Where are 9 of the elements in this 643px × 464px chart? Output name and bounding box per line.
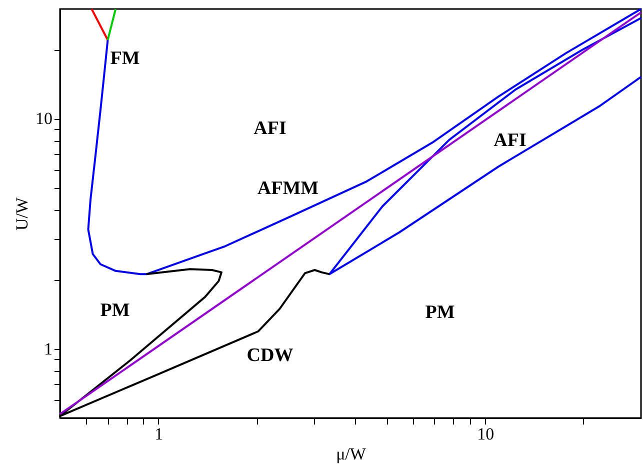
annotation: PM — [425, 302, 455, 323]
annotation: PM — [100, 300, 130, 321]
annotation: AFI — [254, 118, 286, 139]
y-axis-title: U/W — [12, 196, 32, 231]
annotation: AFMM — [257, 178, 319, 199]
annotation: CDW — [246, 345, 294, 366]
annotation: AFI — [494, 130, 526, 151]
annotation: FM — [110, 48, 140, 69]
x-axis-title: μ/W — [336, 444, 367, 464]
